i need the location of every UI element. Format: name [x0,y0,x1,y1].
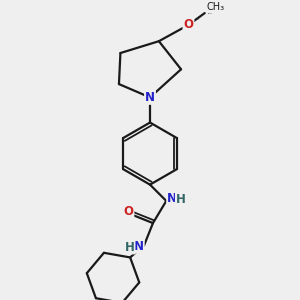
Text: H: H [125,241,135,254]
Text: CH₃: CH₃ [206,2,224,12]
Text: H: H [176,193,185,206]
Text: N: N [145,91,155,104]
Text: O: O [123,206,134,218]
Text: methoxy: methoxy [194,19,200,20]
Text: methyl: methyl [208,13,213,14]
Text: O: O [184,18,194,32]
Text: N: N [134,240,144,253]
Text: N: N [167,192,177,205]
